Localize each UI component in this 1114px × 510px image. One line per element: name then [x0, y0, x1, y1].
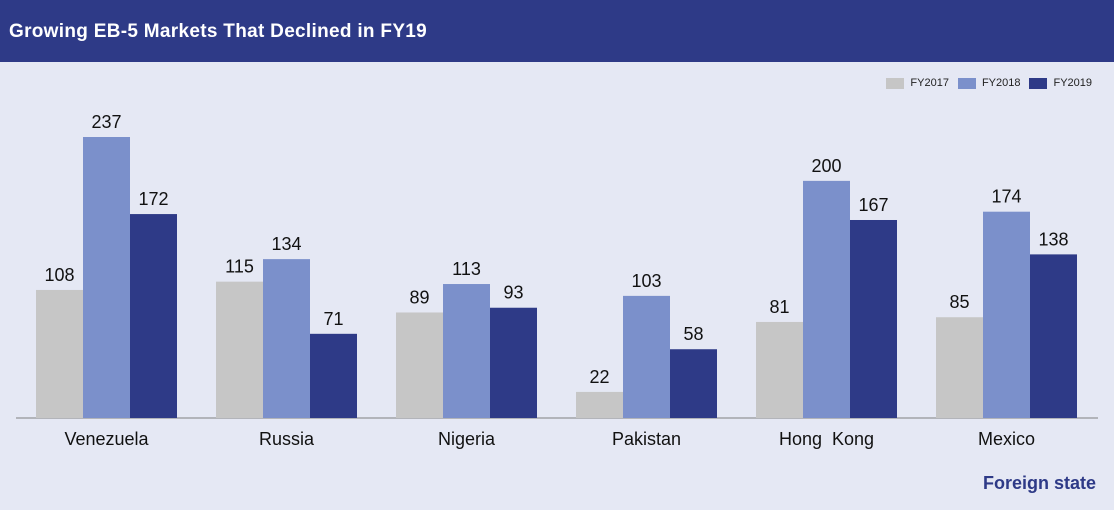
data-label-fy2019-3: 58: [683, 324, 703, 344]
legend-swatch-fy2017: [886, 77, 905, 89]
legend-swatch-fy2019: [1029, 77, 1048, 89]
bar-fy2019-3: [670, 349, 717, 418]
data-label-fy2017-2: 89: [409, 287, 429, 307]
bar-fy2019-2: [490, 307, 537, 418]
bar-fy2019-5: [1030, 254, 1077, 418]
x-tick-label-4: Hong Kong: [779, 429, 874, 449]
legend-item-fy2017: FY2017: [886, 77, 949, 89]
bar-fy2017-3: [576, 391, 623, 418]
bar-fy2019-4: [850, 219, 897, 418]
data-label-fy2018-2: 113: [452, 259, 481, 279]
x-tick-label-3: Pakistan: [612, 429, 681, 449]
data-label-fy2019-2: 93: [503, 283, 523, 303]
data-label-fy2018-1: 134: [271, 234, 301, 254]
bar-fy2017-2: [396, 312, 443, 418]
bar-fy2017-1: [216, 281, 263, 418]
x-tick-label-5: Mexico: [978, 429, 1035, 449]
bar-fy2018-3: [623, 295, 670, 418]
legend: FY2017 FY2018 FY2019: [886, 75, 1092, 91]
data-label-fy2019-1: 71: [323, 309, 343, 329]
data-label-fy2018-0: 237: [91, 112, 121, 132]
bar-fy2018-1: [263, 259, 310, 418]
data-label-fy2018-3: 103: [631, 271, 661, 291]
data-label-fy2017-3: 22: [589, 367, 609, 387]
legend-label-fy2017: FY2017: [910, 77, 949, 89]
legend-item-fy2018: FY2018: [957, 77, 1021, 89]
data-label-fy2017-4: 81: [769, 297, 789, 317]
data-label-fy2019-5: 138: [1038, 229, 1068, 249]
legend-swatch-fy2018: [957, 77, 976, 89]
bar-fy2018-0: [83, 137, 130, 418]
data-label-fy2018-5: 174: [991, 187, 1021, 207]
bar-fy2017-4: [756, 321, 803, 418]
legend-label-fy2019: FY2019: [1053, 77, 1092, 89]
bar-fy2019-1: [310, 333, 357, 418]
x-axis-title: Foreign state: [982, 473, 1096, 493]
data-label-fy2019-0: 172: [138, 189, 168, 209]
chart-header: Growing EB-5 Markets That Declined in FY…: [0, 0, 1114, 62]
x-tick-label-1: Russia: [259, 429, 315, 449]
chart-title: Growing EB-5 Markets That Declined in FY…: [9, 21, 428, 42]
data-label-fy2017-1: 115: [225, 257, 254, 277]
x-tick-label-0: Venezuela: [64, 429, 149, 449]
data-label-fy2018-4: 200: [811, 156, 841, 176]
bar-fy2018-4: [803, 180, 850, 418]
data-label-fy2017-0: 108: [44, 265, 74, 285]
legend-label-fy2018: FY2018: [981, 77, 1021, 89]
data-label-fy2017-5: 85: [949, 292, 969, 312]
bar-fy2018-5: [983, 211, 1030, 418]
bar-fy2017-0: [36, 289, 83, 418]
legend-item-fy2019: FY2019: [1029, 77, 1092, 89]
bar-fy2019-0: [130, 214, 177, 418]
bar-fy2017-5: [936, 317, 983, 418]
x-tick-label-2: Nigeria: [438, 429, 496, 449]
bar-fy2018-2: [443, 284, 490, 418]
data-label-fy2019-4: 167: [858, 195, 888, 215]
